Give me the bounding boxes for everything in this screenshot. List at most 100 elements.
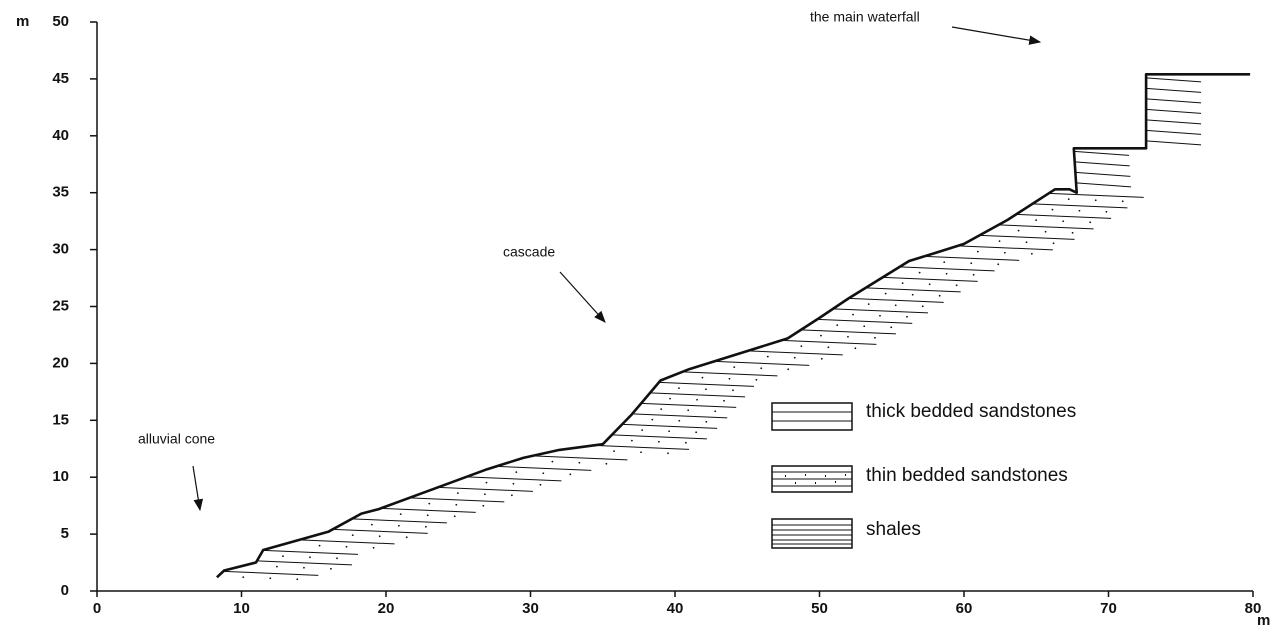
bedding-line — [262, 549, 359, 555]
bedding-dot — [651, 418, 654, 421]
legend-swatch — [771, 402, 853, 431]
bedding-dot — [1030, 252, 1033, 255]
bedding-line — [1146, 77, 1202, 83]
bedding-dot — [345, 545, 348, 548]
bedding-dot — [372, 546, 375, 549]
bedding-line — [848, 297, 944, 303]
bedding-dot — [318, 544, 321, 547]
y-tick-label: 5 — [61, 525, 69, 542]
arrow — [559, 271, 606, 323]
bedding-dot — [696, 398, 698, 401]
bedding-dot — [428, 502, 431, 505]
bedding-line — [817, 318, 913, 324]
bedding-line — [641, 402, 737, 408]
y-tick-label: 10 — [52, 468, 69, 485]
bedding-dot — [901, 282, 904, 285]
bedding-dot — [1044, 230, 1047, 233]
arrow — [951, 26, 1042, 45]
bedding-dot — [542, 472, 545, 475]
bedding-line — [957, 245, 1053, 251]
bedding-line — [622, 423, 718, 429]
bedding-dot — [669, 397, 671, 400]
bedding-dot — [970, 262, 973, 265]
bedding-dot — [787, 368, 790, 371]
bedding-dot — [1094, 199, 1097, 202]
bedding-line — [1032, 203, 1128, 209]
bedding-line — [632, 413, 728, 419]
bedding-dot — [483, 493, 486, 496]
bedding-dot — [1067, 198, 1070, 201]
bedding-line — [682, 371, 778, 377]
bedding-dot — [426, 514, 429, 517]
bedding-line — [1146, 108, 1202, 114]
bedding-line — [714, 360, 810, 366]
y-tick-label: 15 — [52, 411, 69, 428]
bedding-line — [658, 381, 754, 387]
bedding-line — [1146, 87, 1202, 93]
arrow — [192, 465, 204, 512]
bedding-dot — [1025, 241, 1028, 244]
x-tick-label: 0 — [93, 600, 101, 617]
y-tick-label: 35 — [52, 184, 69, 201]
bedding-line — [1146, 119, 1202, 125]
bedding-line — [593, 444, 690, 450]
bedding-line — [865, 287, 961, 293]
bedding-dot — [455, 503, 458, 506]
bedding-dot — [668, 430, 671, 433]
bedding-dot — [894, 304, 897, 307]
x-tick-label: 60 — [956, 600, 973, 617]
bedding-dot — [918, 271, 921, 274]
bedding-line — [532, 455, 628, 461]
bedding-dot — [955, 284, 958, 287]
bedding-dot — [733, 366, 736, 369]
bedding-dot — [1105, 210, 1108, 213]
bedding-dot — [512, 482, 515, 485]
y-tick-label: 25 — [52, 297, 69, 314]
bedding-dot — [836, 324, 839, 327]
x-tick-label: 80 — [1245, 600, 1262, 617]
bedding-dot — [641, 429, 644, 432]
bedding-dot — [1121, 200, 1124, 203]
bedding-dot — [296, 578, 299, 581]
bedding-dot — [351, 534, 354, 537]
bedding-dot — [453, 515, 456, 518]
bedding-dot — [945, 272, 948, 275]
bedding-dot — [551, 460, 554, 463]
bedding-dot — [852, 313, 854, 316]
bedding-dot — [405, 536, 408, 539]
bedding-dot — [660, 408, 663, 411]
bedding-dot — [884, 292, 887, 295]
bedding-line — [466, 476, 562, 482]
bedding-dot — [678, 387, 680, 390]
annotation: the main waterfall — [810, 9, 920, 25]
bedding-dot — [705, 388, 707, 391]
x-tick-label: 10 — [233, 600, 250, 617]
bedding-line — [1016, 213, 1112, 219]
bedding-line — [781, 339, 877, 345]
bedding-dot — [911, 293, 914, 296]
bedding-line — [832, 308, 929, 314]
legend — [771, 402, 853, 549]
bedding-line — [1146, 140, 1202, 146]
bedding-dot — [399, 513, 402, 516]
x-tick-label: 40 — [667, 600, 684, 617]
legend-label: thin bedded sandstones — [866, 465, 1068, 486]
x-tick-label: 20 — [378, 600, 395, 617]
bedding-dot — [515, 471, 518, 474]
bedding-dot — [684, 441, 687, 444]
bedding-line — [256, 560, 352, 566]
bedding-dot — [890, 326, 893, 329]
bedding-dot — [863, 325, 866, 328]
bedding-dot — [397, 524, 400, 527]
bedding-dot — [827, 346, 830, 349]
bedding-line — [1075, 171, 1131, 177]
bedding-line — [299, 539, 395, 545]
x-tick-label: 70 — [1100, 600, 1117, 617]
bedding-dot — [997, 263, 1000, 266]
bedding-line — [1076, 182, 1132, 188]
bedding-dot — [728, 377, 731, 380]
bedding-dot — [378, 535, 381, 538]
bedding-dot — [370, 523, 373, 526]
annotation: cascade — [503, 244, 555, 260]
